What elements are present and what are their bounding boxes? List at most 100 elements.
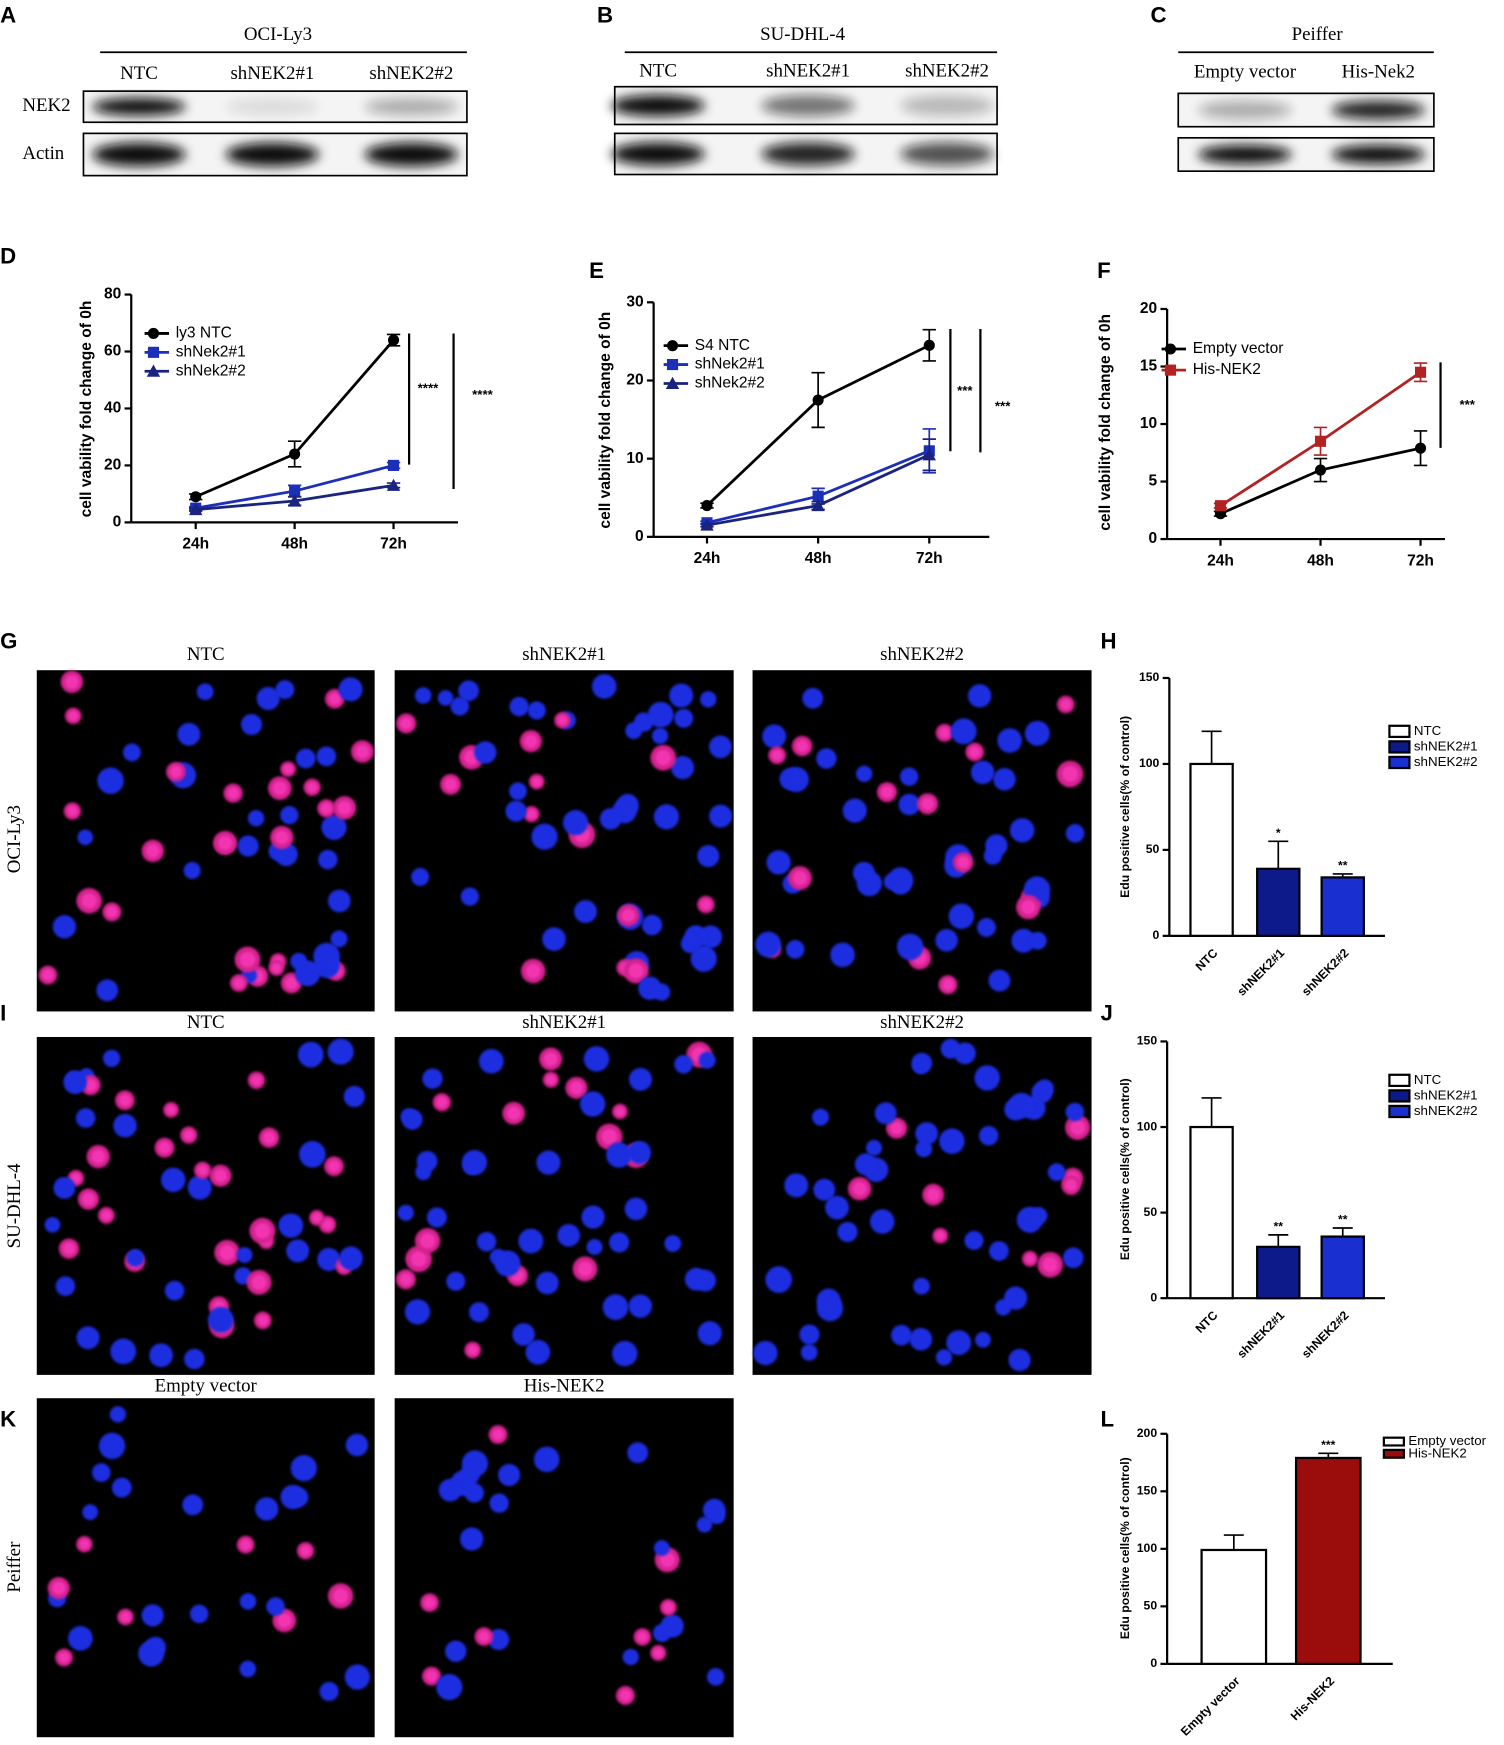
cell xyxy=(536,1150,561,1175)
cell xyxy=(816,748,837,769)
cell xyxy=(579,1091,606,1117)
cell xyxy=(256,686,280,711)
cell xyxy=(426,1207,447,1228)
column-title: His-NEK2 xyxy=(524,1375,605,1396)
cell-nucleus xyxy=(91,1149,106,1164)
cell xyxy=(509,696,529,717)
panel-letter: K xyxy=(0,1406,16,1431)
cell xyxy=(460,887,479,906)
legend-marker xyxy=(666,359,679,371)
cell xyxy=(338,677,363,702)
legend-label: ly3 NTC xyxy=(176,325,232,342)
cell-nucleus xyxy=(312,1213,322,1223)
cell-nucleus xyxy=(637,1631,648,1643)
cell-nucleus xyxy=(478,1630,490,1643)
cell xyxy=(755,931,782,958)
panel-letter: B xyxy=(597,3,613,28)
cell xyxy=(280,806,299,825)
row-label: OCI-Ly3 xyxy=(4,805,25,873)
panel-letter: G xyxy=(0,628,17,653)
legend-label: shNek2#1 xyxy=(176,343,246,360)
x-tick-label: 48h xyxy=(805,550,832,567)
legend-swatch xyxy=(1388,755,1411,770)
cell xyxy=(68,1626,93,1651)
y-axis-label: cell vability fold change of 0h xyxy=(78,301,95,518)
blot-band xyxy=(1198,100,1292,120)
cell xyxy=(641,914,663,936)
cell-nucleus xyxy=(42,969,54,981)
column-title: shNEK2#1 xyxy=(522,1012,606,1033)
cell xyxy=(327,889,351,913)
cell xyxy=(164,1280,185,1301)
cell xyxy=(680,933,701,954)
cell xyxy=(76,1326,100,1350)
marker xyxy=(289,448,301,460)
cell-nucleus xyxy=(577,1261,593,1277)
row-label: Peiffer xyxy=(4,1541,25,1593)
cell xyxy=(653,804,680,830)
cell-nucleus xyxy=(119,1094,131,1107)
significance-label: *** xyxy=(1321,1438,1336,1452)
y-tick-label: 0 xyxy=(1150,1656,1157,1670)
cell xyxy=(533,1446,560,1473)
y-tick-label: 150 xyxy=(1139,670,1160,684)
cell-nucleus xyxy=(79,1539,90,1550)
bar xyxy=(1189,762,1234,937)
cell-nucleus xyxy=(106,906,118,918)
cell xyxy=(113,1113,137,1138)
cell xyxy=(476,1232,497,1252)
cell xyxy=(684,1267,708,1291)
x-tick-label: shNEK2#1 xyxy=(1234,946,1287,999)
cell xyxy=(977,918,996,937)
significance-label: ** xyxy=(1338,858,1348,872)
legend-swatch xyxy=(1388,1089,1411,1103)
cell xyxy=(239,1593,257,1610)
cell-nucleus xyxy=(328,1160,340,1173)
cell-nucleus xyxy=(320,802,332,814)
column-title: shNEK2#1 xyxy=(522,644,606,665)
y-tick-label: 5 xyxy=(1148,473,1157,490)
y-tick-label: 0 xyxy=(1148,530,1157,547)
panel-letter: D xyxy=(0,244,16,269)
y-tick-label: 30 xyxy=(626,293,644,310)
cell-nucleus xyxy=(1065,1179,1078,1191)
x-tick-label: NTC xyxy=(1193,946,1221,974)
cell-nucleus xyxy=(285,976,298,990)
significance-label: **** xyxy=(472,387,494,402)
column-title: NTC xyxy=(187,1012,225,1033)
cell-nucleus xyxy=(67,805,78,817)
cell-nucleus xyxy=(619,1689,632,1702)
cell xyxy=(557,1224,581,1247)
legend-swatch xyxy=(1382,1436,1405,1447)
lane-label: His-Nek2 xyxy=(1342,62,1415,83)
blot-band xyxy=(761,142,855,166)
cell xyxy=(187,1175,212,1200)
cell-nucleus xyxy=(1070,1119,1086,1135)
cell xyxy=(446,1271,466,1291)
marker xyxy=(923,339,935,351)
cell-nucleus xyxy=(62,1242,76,1255)
cell-nucleus xyxy=(926,1188,940,1202)
cell xyxy=(652,1623,672,1643)
error-bar xyxy=(1268,1234,1289,1247)
cell xyxy=(460,1527,484,1551)
cell xyxy=(967,684,992,708)
cell xyxy=(1065,1102,1085,1122)
cell xyxy=(891,1324,912,1346)
cell-nucleus xyxy=(254,1223,271,1239)
blot-title: Peiffer xyxy=(1292,24,1344,45)
cell xyxy=(318,849,338,870)
cell xyxy=(586,1238,603,1255)
column-title: NTC xyxy=(187,644,225,665)
cell xyxy=(627,1442,649,1464)
cell xyxy=(948,903,975,929)
cell xyxy=(290,1455,317,1482)
cell xyxy=(854,1153,877,1176)
marker xyxy=(1414,442,1427,454)
cell xyxy=(856,870,882,897)
cell xyxy=(110,1338,137,1365)
y-tick-label: 60 xyxy=(104,343,122,360)
marker xyxy=(812,394,824,406)
blot-band xyxy=(364,97,459,116)
